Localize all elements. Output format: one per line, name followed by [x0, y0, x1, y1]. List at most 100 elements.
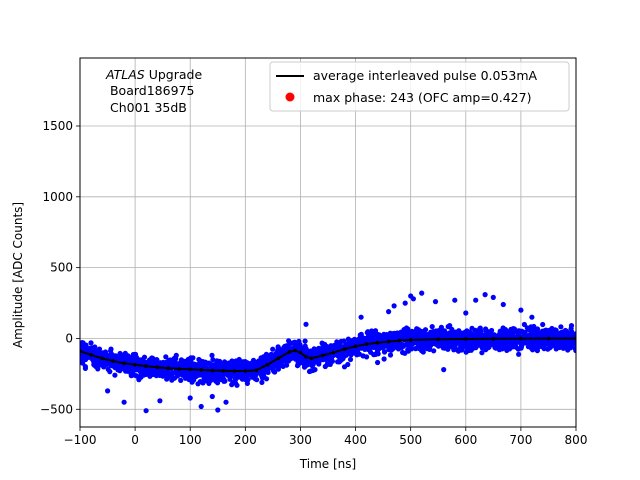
sample-point [479, 350, 485, 356]
sample-point [381, 356, 387, 362]
average-pulse-point [199, 368, 203, 372]
sample-point [411, 331, 417, 337]
ticks: −100 0 100 200 300 400 500 600 700 800 −500 0 500 100… [40, 119, 587, 447]
average-pulse-point [491, 337, 496, 341]
sample-point [338, 338, 344, 345]
sample-point [431, 348, 437, 354]
sample-point [543, 338, 549, 344]
sample-point [485, 333, 491, 339]
sample-point [529, 339, 535, 345]
average-pulse-point [155, 365, 159, 370]
sample-point [374, 349, 380, 355]
sample-point [364, 354, 370, 360]
sample-point [381, 349, 388, 355]
sample-point [215, 376, 221, 382]
sample-point [186, 360, 192, 366]
outlier-point [375, 359, 381, 366]
x-tick-label: 500 [399, 433, 422, 447]
sample-point [483, 328, 489, 334]
sample-point [516, 351, 522, 357]
sample-point [415, 329, 421, 335]
legend-entry-average-pulse: average interleaved pulse 0.053mA [313, 68, 538, 83]
sample-point [144, 368, 150, 374]
sample-point [390, 343, 396, 349]
outlier-point [452, 297, 458, 303]
sample-point [503, 345, 509, 351]
sample-point [525, 344, 532, 350]
sample-point [123, 368, 129, 374]
sample-point [87, 345, 93, 351]
average-pulse-point [89, 353, 93, 357]
sample-point [353, 349, 359, 355]
sample-point [80, 360, 86, 366]
sample-point [105, 366, 111, 372]
sample-point [468, 342, 474, 348]
outlier-point [209, 393, 215, 400]
sample-point [502, 340, 509, 346]
average-pulse-point [210, 368, 215, 373]
sample-point [435, 329, 441, 335]
y-tick-label: 0 [65, 331, 73, 345]
outlier-point [473, 297, 479, 303]
sample-point [263, 376, 270, 382]
sample-point [210, 363, 216, 370]
sample-point [405, 340, 411, 346]
outlier-point [529, 314, 535, 320]
x-tick-label: 200 [234, 433, 257, 447]
sample-point [432, 341, 438, 347]
average-pulse-point [375, 340, 380, 345]
sample-point [418, 339, 424, 346]
sample-point [168, 374, 174, 380]
outlier-point [490, 294, 496, 300]
sample-point [468, 347, 474, 353]
sample-point [138, 374, 144, 380]
outlier-point [402, 300, 408, 306]
outlier-point [419, 290, 425, 296]
sample-point [256, 358, 262, 364]
sample-point [490, 341, 496, 347]
sample-point [386, 347, 392, 353]
outlier-point [386, 309, 392, 315]
sample-point [334, 343, 341, 349]
sample-point [123, 356, 129, 362]
sample-point [400, 342, 406, 348]
annotation-experiment: ATLAS [105, 67, 145, 82]
sample-point [558, 324, 564, 330]
outlier-point [259, 379, 265, 385]
sample-point [315, 346, 322, 352]
sample-point [210, 357, 216, 363]
average-pulse-point [436, 337, 441, 342]
sample-point [540, 321, 546, 328]
sample-point [279, 359, 285, 365]
sample-point [171, 355, 177, 361]
sample-point [112, 372, 118, 378]
sample-point [96, 346, 103, 352]
sample-point [234, 382, 240, 388]
sample-point [450, 344, 456, 350]
sample-point [163, 372, 169, 378]
sample-point [270, 346, 276, 352]
sample-point [155, 371, 161, 377]
average-pulse-point [464, 337, 468, 341]
sample-point [135, 357, 141, 364]
sample-point [413, 346, 419, 352]
outlier-point [121, 399, 127, 405]
sample-point [272, 369, 278, 375]
sample-point [475, 329, 482, 335]
annotation-line-2: Board186975 [106, 83, 194, 98]
sample-point [553, 346, 559, 352]
sample-point [309, 363, 315, 369]
sample-point [463, 344, 469, 350]
sample-point [459, 347, 465, 353]
annotation-line-1: ATLAS Upgrade [105, 67, 202, 82]
sample-point [266, 365, 273, 371]
sample-point [216, 371, 222, 377]
outlier-point [187, 395, 193, 401]
outlier-point [518, 307, 524, 313]
sample-point [284, 362, 290, 368]
sample-point [534, 338, 541, 344]
sample-point [408, 346, 415, 352]
outlier-point [303, 321, 309, 327]
sample-point [245, 377, 251, 383]
